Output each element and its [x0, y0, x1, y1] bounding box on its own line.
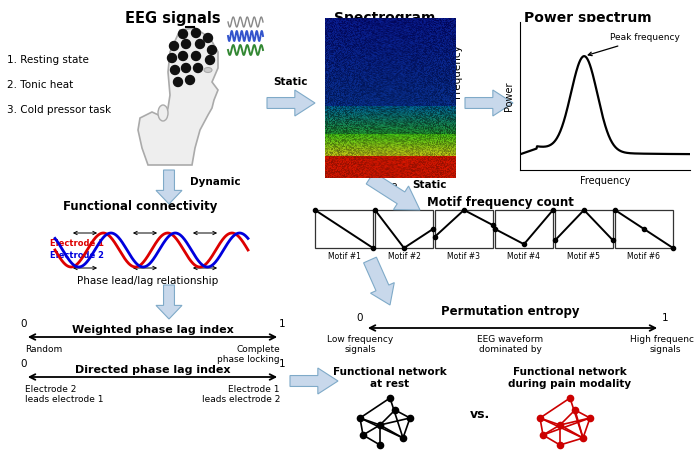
Circle shape — [169, 42, 178, 50]
Ellipse shape — [204, 67, 212, 73]
Bar — [555, 210, 613, 248]
Text: Functional connectivity: Functional connectivity — [63, 200, 217, 213]
Circle shape — [208, 45, 217, 55]
Circle shape — [203, 34, 212, 43]
Text: Motif #2: Motif #2 — [387, 252, 421, 261]
Bar — [375, 210, 433, 248]
Circle shape — [171, 66, 180, 74]
Bar — [495, 210, 553, 248]
Text: Weighted phase lag index: Weighted phase lag index — [71, 325, 233, 335]
Text: EEG signals: EEG signals — [125, 11, 221, 26]
Circle shape — [182, 39, 190, 49]
Text: 0: 0 — [357, 313, 363, 323]
Text: Dynamic: Dynamic — [190, 177, 241, 187]
Ellipse shape — [158, 105, 168, 121]
Text: Complete
phase locking: Complete phase locking — [217, 345, 280, 365]
Text: Static: Static — [412, 180, 446, 190]
Polygon shape — [290, 368, 338, 394]
Bar — [435, 210, 493, 248]
Text: Motif frequency count: Motif frequency count — [427, 196, 573, 209]
Polygon shape — [465, 90, 513, 116]
Text: 1: 1 — [661, 313, 668, 323]
Y-axis label: Power: Power — [505, 81, 514, 111]
Bar — [615, 210, 673, 248]
Text: 1. Resting state: 1. Resting state — [7, 55, 89, 65]
Circle shape — [192, 29, 201, 37]
Text: Phase lead/lag relationship: Phase lead/lag relationship — [77, 276, 219, 286]
Text: Time: Time — [372, 181, 398, 191]
Text: 1: 1 — [278, 319, 285, 329]
Text: 0: 0 — [20, 359, 26, 369]
Text: Peak frequency: Peak frequency — [589, 33, 679, 55]
Text: Motif #5: Motif #5 — [568, 252, 600, 261]
Circle shape — [185, 75, 194, 85]
Bar — [315, 210, 373, 248]
PathPatch shape — [138, 28, 218, 165]
Text: Electrode 2: Electrode 2 — [50, 250, 104, 260]
Polygon shape — [267, 90, 315, 116]
Circle shape — [196, 39, 205, 49]
Polygon shape — [366, 172, 420, 210]
Polygon shape — [364, 257, 394, 305]
Text: Electrode 2
leads electrode 1: Electrode 2 leads electrode 1 — [25, 385, 103, 404]
Circle shape — [194, 63, 203, 73]
Circle shape — [182, 63, 190, 73]
Text: Permutation entropy: Permutation entropy — [441, 305, 579, 318]
Text: Motif #3: Motif #3 — [448, 252, 480, 261]
Text: 3. Cold pressor task: 3. Cold pressor task — [7, 105, 111, 115]
Polygon shape — [156, 285, 182, 319]
Circle shape — [192, 51, 201, 61]
Circle shape — [178, 30, 187, 38]
Circle shape — [167, 54, 176, 62]
Text: Electrode 1: Electrode 1 — [50, 239, 104, 249]
Text: Functional network
at rest: Functional network at rest — [333, 367, 447, 389]
Text: Functional network
during pain modality: Functional network during pain modality — [509, 367, 632, 389]
Text: Power spectrum: Power spectrum — [524, 11, 652, 25]
Text: Low frequency
signals: Low frequency signals — [327, 335, 393, 354]
Text: Motif #4: Motif #4 — [507, 252, 541, 261]
Text: Random: Random — [25, 345, 62, 354]
Text: Motif #6: Motif #6 — [627, 252, 661, 261]
Circle shape — [205, 55, 214, 65]
Text: 0: 0 — [20, 319, 26, 329]
Text: 2. Tonic heat: 2. Tonic heat — [7, 80, 74, 90]
Text: High frequency
signals: High frequency signals — [630, 335, 694, 354]
Text: Static: Static — [273, 77, 308, 87]
Text: Motif #1: Motif #1 — [328, 252, 360, 261]
Circle shape — [174, 78, 183, 86]
Text: Spectrogram: Spectrogram — [335, 11, 436, 25]
X-axis label: Frequency: Frequency — [579, 176, 630, 186]
Text: Directed phase lag index: Directed phase lag index — [75, 365, 230, 375]
Text: 1: 1 — [278, 359, 285, 369]
Text: Electrode 1
leads electrode 2: Electrode 1 leads electrode 2 — [202, 385, 280, 404]
Polygon shape — [156, 170, 182, 204]
Text: EEG waveform
dominated by: EEG waveform dominated by — [477, 335, 543, 354]
Text: vs.: vs. — [470, 408, 490, 421]
Text: Frequency: Frequency — [452, 44, 462, 98]
Circle shape — [178, 51, 187, 61]
